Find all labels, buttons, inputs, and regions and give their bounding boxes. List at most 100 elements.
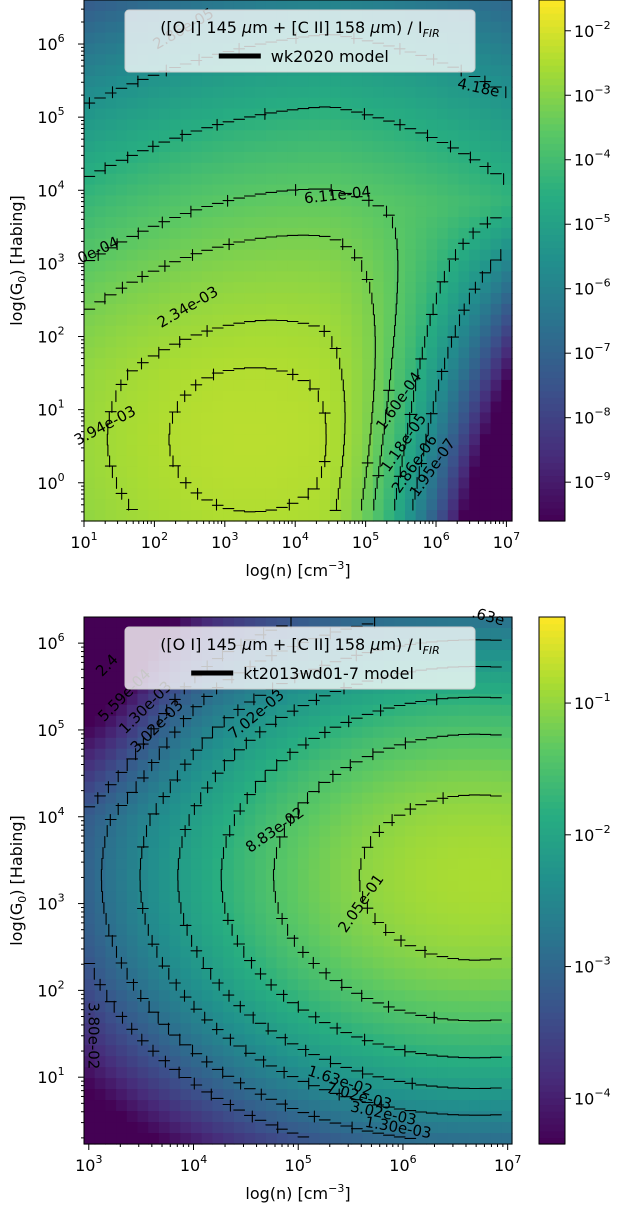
heatmap-cell <box>490 510 502 522</box>
colorbar-frame <box>538 0 566 522</box>
heatmap-cell <box>437 759 449 772</box>
colorbar-segment <box>539 946 565 954</box>
colorbar-segment <box>539 423 565 431</box>
colorbar-segment <box>539 939 565 947</box>
heatmap-cell <box>137 704 149 717</box>
heatmap-cell <box>490 130 502 142</box>
heatmap-cell <box>105 682 117 695</box>
heatmap-cell <box>340 1056 353 1068</box>
colorbar-segment <box>539 1137 565 1145</box>
heatmap-cell <box>362 510 374 522</box>
heatmap <box>84 617 513 1145</box>
heatmap-cell <box>191 924 203 936</box>
heatmap-cell <box>201 803 213 816</box>
heatmap-cell <box>479 869 492 882</box>
heatmap-cell <box>351 1078 363 1090</box>
heatmap-cell <box>469 770 481 783</box>
heatmap-cell <box>479 379 492 392</box>
heatmap-cell <box>244 325 256 338</box>
heatmap-cell <box>223 814 235 827</box>
heatmap-cell <box>116 617 128 629</box>
heatmap-cell <box>265 957 278 969</box>
heatmap-cell <box>340 445 353 457</box>
heatmap-cell <box>362 814 374 827</box>
heatmap-cell <box>201 119 213 131</box>
heatmap-cell <box>265 303 278 316</box>
heatmap-cell <box>276 1012 288 1024</box>
heatmap-cell <box>148 119 160 131</box>
heatmap-cell <box>501 184 513 196</box>
heatmap-cell <box>458 206 470 218</box>
heatmap-cell <box>158 770 171 783</box>
heatmap-cell <box>308 715 320 728</box>
heatmap-cell <box>255 715 267 728</box>
heatmap-cell <box>308 86 320 99</box>
heatmap-cell <box>437 445 449 457</box>
heatmap-cell <box>105 379 117 392</box>
heatmap-cell <box>191 935 203 947</box>
heatmap-cell <box>447 466 460 479</box>
heatmap-cell <box>405 206 417 218</box>
colorbar-segment <box>539 429 565 437</box>
heatmap-cell <box>479 649 492 662</box>
heatmap-cell <box>469 792 481 805</box>
heatmap-cell <box>372 880 385 893</box>
heatmap-cell <box>105 21 117 34</box>
heatmap-cell <box>340 477 353 490</box>
heatmap-cell <box>244 1067 256 1079</box>
heatmap-cell <box>233 379 246 392</box>
heatmap-cell <box>276 488 288 500</box>
heatmap-cell <box>255 737 267 750</box>
heatmap-cell <box>276 737 288 750</box>
heatmap-cell <box>158 1089 171 1101</box>
heatmap-cell <box>501 649 513 662</box>
heatmap-cell <box>126 1122 139 1134</box>
heatmap-cell <box>437 858 449 871</box>
heatmap-cell <box>490 1056 502 1068</box>
heatmap-cell <box>415 336 427 348</box>
heatmap-cell <box>201 957 213 969</box>
heatmap-cell <box>137 1111 149 1123</box>
heatmap-cell <box>415 108 427 120</box>
heatmap-cell <box>223 759 235 772</box>
heatmap-cell <box>180 260 192 272</box>
heatmap-cell <box>437 0 449 12</box>
heatmap-cell <box>437 412 449 424</box>
colorbar-segment <box>539 351 565 359</box>
heatmap-cell <box>501 803 513 816</box>
heatmap-cell <box>169 814 181 827</box>
heatmap-cell <box>340 1133 353 1145</box>
heatmap-cell <box>490 401 502 414</box>
heatmap-cell <box>490 957 502 969</box>
heatmap-cell <box>265 1133 278 1145</box>
heatmap-cell <box>362 1056 374 1068</box>
heatmap-cell <box>394 445 406 457</box>
heatmap-cell <box>255 445 267 457</box>
heatmap-cell <box>158 1078 171 1090</box>
heatmap-cell <box>308 693 320 706</box>
heatmap-cell <box>469 1078 481 1090</box>
heatmap-cell <box>201 902 213 915</box>
heatmap-cell <box>276 195 288 207</box>
heatmap-cell <box>116 32 128 45</box>
heatmap-cell <box>255 195 267 207</box>
heatmap-cell <box>94 803 106 816</box>
heatmap-cell <box>191 1111 203 1123</box>
heatmap-cell <box>340 792 353 805</box>
heatmap-cell <box>116 704 128 717</box>
heatmap-cell <box>244 271 256 283</box>
heatmap-cell <box>501 1034 513 1046</box>
heatmap-cell <box>405 141 417 153</box>
heatmap-cell <box>265 1067 278 1079</box>
heatmap-cell <box>223 293 235 305</box>
heatmap-cell <box>148 935 160 947</box>
heatmap-cell <box>469 217 481 229</box>
heatmap-cell <box>94 1111 106 1123</box>
heatmap-cell <box>255 946 267 958</box>
heatmap-cell <box>415 162 427 175</box>
heatmap-cell <box>105 968 117 980</box>
heatmap-cell <box>501 97 513 110</box>
heatmap-cell <box>148 990 160 1002</box>
heatmap-cell <box>405 979 417 991</box>
y-tick-label: 102 <box>37 325 64 347</box>
